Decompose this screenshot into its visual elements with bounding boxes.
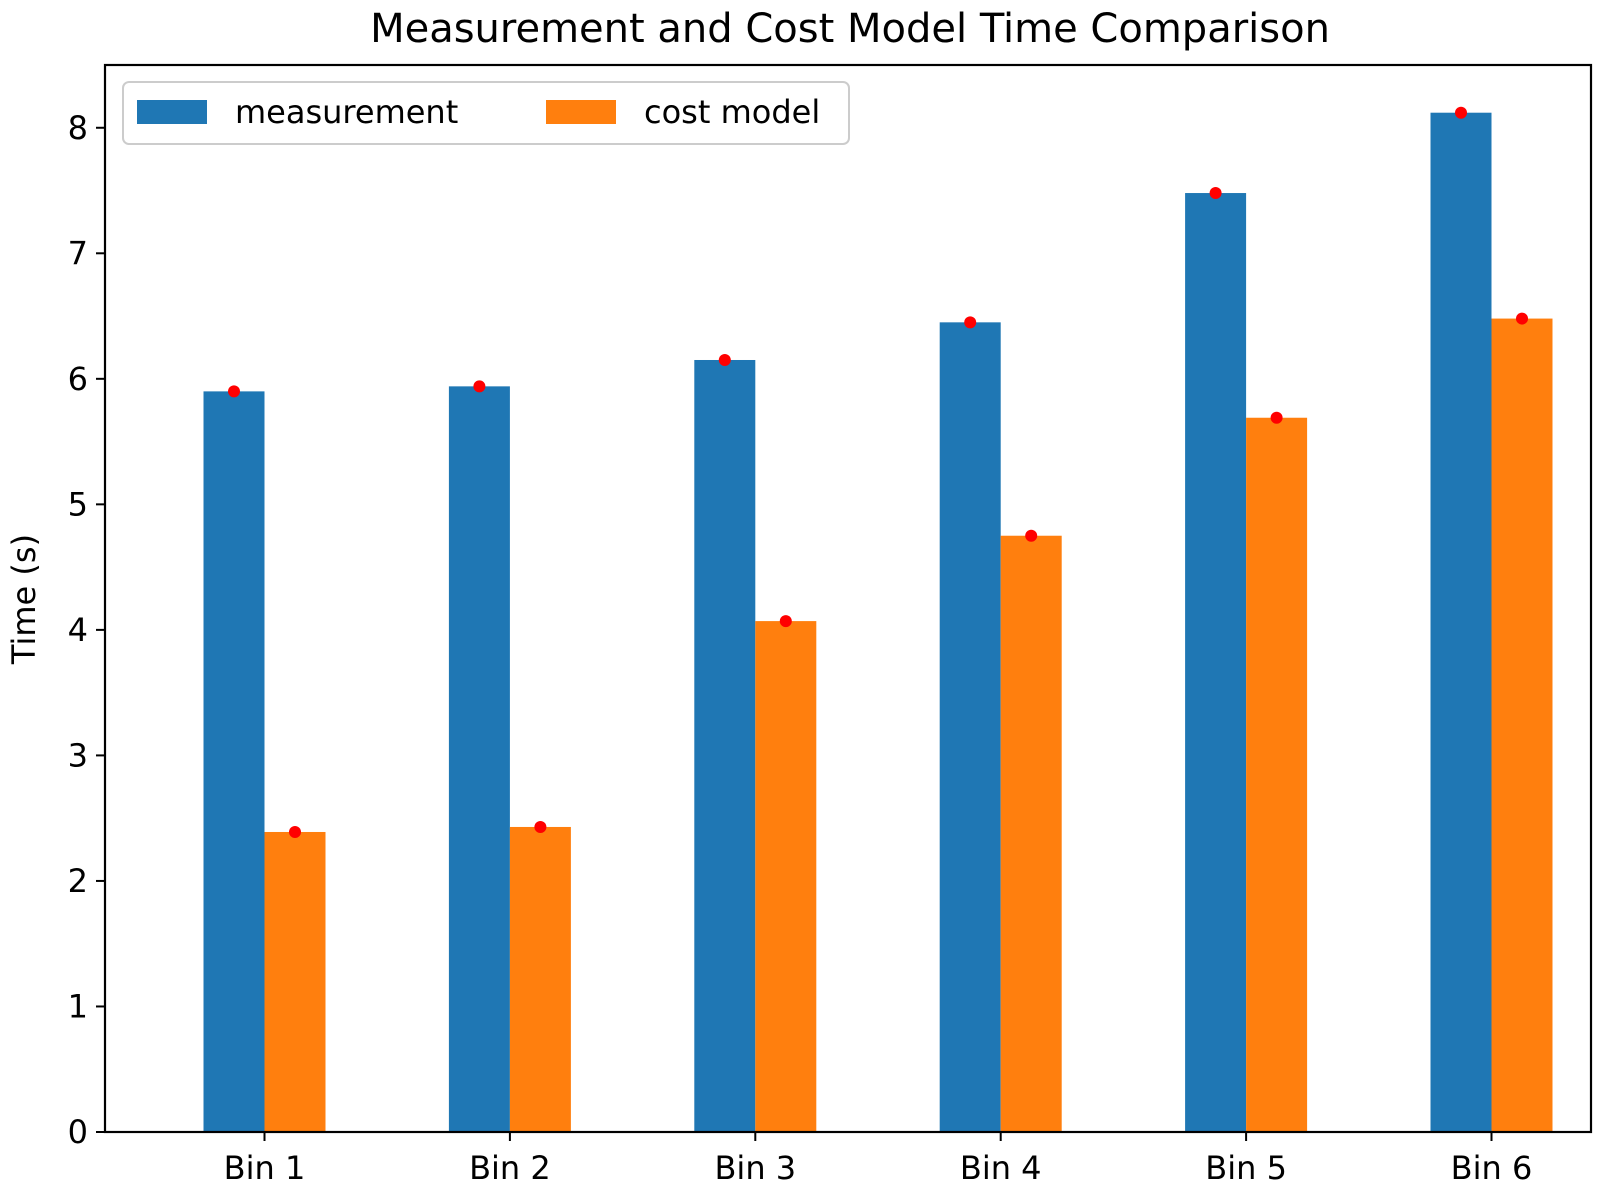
y-tick-label: 6: [68, 360, 88, 398]
marker-measurement-bin-2: [473, 380, 486, 393]
x-tick-label-bin-3: Bin 3: [714, 1149, 796, 1187]
legend-label-measurement: measurement: [235, 93, 458, 131]
marker-cost-model-bin-1: [289, 825, 301, 838]
x-tick-label-bin-5: Bin 5: [1205, 1149, 1287, 1187]
bar-measurement-bin-3: [694, 359, 756, 1132]
bar-cost-model-bin-6: [1491, 318, 1553, 1132]
x-tick-label-bin-2: Bin 2: [469, 1149, 551, 1187]
series-measurement: [203, 112, 1492, 1133]
marker-cost-model-bin-5: [1270, 411, 1283, 424]
bar-measurement-bin-5: [1185, 193, 1247, 1133]
plot-area: [103, 63, 1593, 1134]
x-tick-label-bin-4: Bin 4: [960, 1149, 1042, 1187]
y-tick-label: 1: [68, 987, 88, 1025]
marker-measurement-bin-5: [1209, 187, 1222, 200]
legend: measurement cost model: [122, 81, 850, 145]
bar-cost-model-bin-1: [264, 831, 326, 1132]
marker-measurement-bin-1: [228, 385, 240, 398]
legend-swatch-measurement: [137, 100, 207, 124]
y-tick-label: 2: [68, 862, 88, 900]
bar-top-markers: [228, 106, 1528, 838]
marker-cost-model-bin-4: [1025, 529, 1038, 542]
legend-frame: [122, 81, 850, 145]
x-tick-label-bin-1: Bin 1: [224, 1149, 306, 1187]
y-tick-label: 7: [68, 234, 88, 272]
legend-swatch-cost-model: [546, 100, 616, 124]
x-axis: Bin 1 Bin 2 Bin 3 Bin 4 Bin 5 Bin 6: [224, 1132, 1533, 1187]
marker-cost-model-bin-2: [534, 820, 547, 833]
marker-cost-model-bin-6: [1516, 312, 1528, 325]
bar-measurement-bin-6: [1430, 112, 1492, 1133]
y-tick-label: 8: [68, 109, 88, 147]
x-tick-label-bin-6: Bin 6: [1451, 1149, 1533, 1187]
marker-measurement-bin-6: [1455, 106, 1467, 119]
series-cost-model: [264, 318, 1553, 1132]
chart-title: Measurement and Cost Model Time Comparis…: [370, 6, 1330, 52]
plot-frame: [103, 63, 1593, 1134]
y-axis-label: Time (s): [5, 534, 43, 665]
marker-cost-model-bin-3: [779, 615, 792, 628]
bar-measurement-bin-4: [939, 322, 1001, 1132]
marker-measurement-bin-3: [718, 353, 731, 366]
y-tick-label: 5: [68, 485, 88, 523]
y-tick-label: 3: [68, 736, 88, 774]
legend-label-cost-model: cost model: [644, 93, 820, 131]
bar-measurement-bin-2: [448, 386, 510, 1132]
marker-measurement-bin-4: [964, 316, 977, 329]
bar-cost-model-bin-2: [509, 826, 571, 1132]
y-axis: 0 1 2 3 4 5 6 7 8: [68, 109, 105, 1151]
y-tick-label: 0: [68, 1113, 88, 1151]
bar-cost-model-bin-3: [755, 621, 817, 1132]
bar-cost-model-bin-4: [1000, 535, 1062, 1132]
legend-entry-cost-model: cost model: [546, 93, 820, 131]
bar-cost-model-bin-5: [1246, 417, 1308, 1132]
legend-entry-measurement: measurement: [137, 93, 458, 131]
bar-measurement-bin-1: [203, 391, 265, 1132]
y-tick-label: 4: [68, 611, 88, 649]
